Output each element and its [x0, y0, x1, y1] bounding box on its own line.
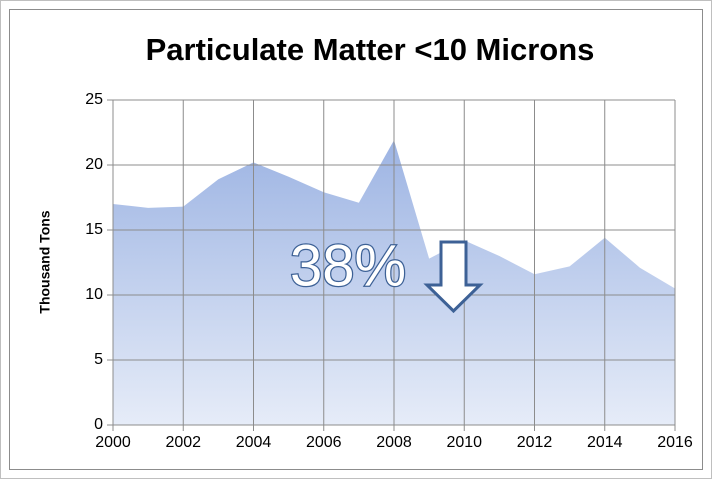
- x-tick-label: 2000: [95, 434, 131, 451]
- y-tick-label: 5: [94, 351, 103, 368]
- x-tick-label: 2012: [517, 434, 553, 451]
- y-tick-label: 0: [94, 416, 103, 433]
- x-tick-label: 2010: [446, 434, 482, 451]
- annotation-arrow: [423, 240, 484, 314]
- y-tick-label: 15: [85, 221, 103, 238]
- y-axis-label: Thousand Tons: [37, 210, 53, 313]
- chart-title: Particulate Matter <10 Microns: [146, 32, 595, 67]
- y-tick-label: 10: [85, 286, 103, 303]
- x-tick-label: 2004: [236, 434, 272, 451]
- y-tick-label: 25: [85, 91, 103, 108]
- x-tick-label: 2002: [165, 434, 201, 451]
- x-tick-label: 2014: [587, 434, 623, 451]
- y-tick-label: 20: [85, 156, 103, 173]
- x-tick-label: 2008: [376, 434, 412, 451]
- annotation: 38%: [290, 233, 406, 298]
- x-tick-label: 2006: [306, 434, 342, 451]
- x-tick-label: 2016: [657, 434, 693, 451]
